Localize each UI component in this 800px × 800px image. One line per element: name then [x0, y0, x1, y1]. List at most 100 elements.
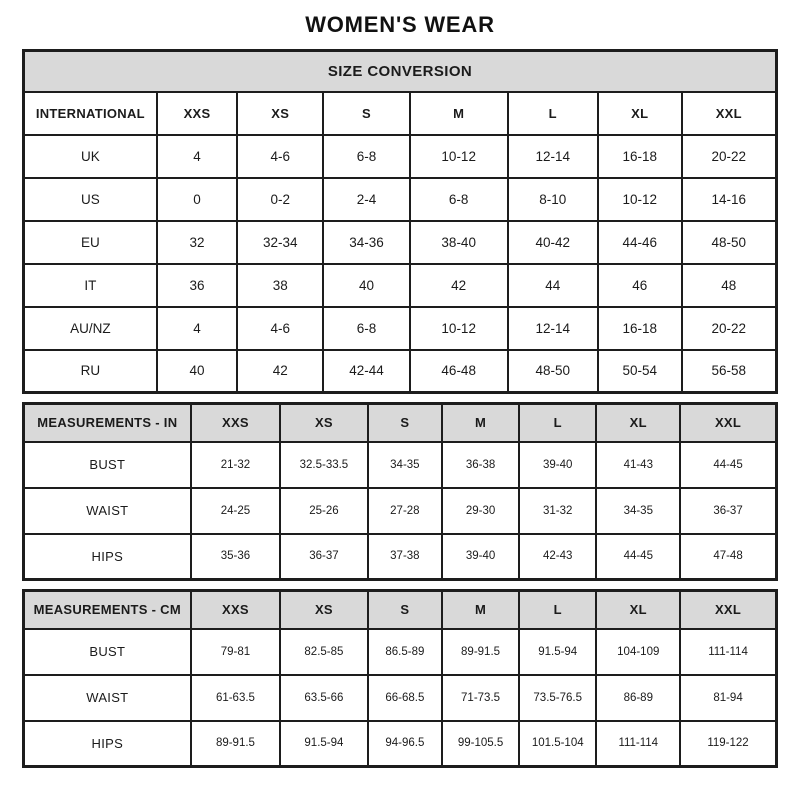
value-cell: 21-32 [189, 440, 282, 489]
table-row: EU 32 32-34 34-36 38-40 40-42 44-46 48-50 [22, 219, 778, 265]
measurements-cm-table: MEASUREMENTS - CM XXS XS S M L XL XXL BUST 79-81 8… [22, 589, 778, 768]
table-row: WAIST 24-25 25-26 27-28 29-30 31-32 34-35 36-37 [22, 486, 778, 535]
value-cell: 40 [322, 262, 411, 308]
size-conversion-title-row: SIZE CONVERSION [22, 49, 778, 93]
value-cell: 111-114 [679, 627, 778, 676]
row-label: WAIST [22, 486, 192, 535]
value-cell: 32.5-33.5 [279, 440, 369, 489]
column-header: INTERNATIONAL [22, 90, 158, 136]
value-cell: 61-63.5 [189, 673, 282, 722]
value-cell: 16-18 [596, 305, 683, 351]
value-cell: 41-43 [595, 440, 682, 489]
value-cell: 101.5-104 [517, 719, 598, 768]
value-cell: 89-91.5 [189, 719, 282, 768]
size-chart-page: WOMEN'S WEAR SIZE CONVERSION INTERNATIONA… [22, 12, 778, 768]
value-cell: 6-8 [322, 305, 411, 351]
row-label: RU [22, 348, 158, 394]
measurements-in-table: MEASUREMENTS - IN XXS XS S M L XL XXL BUST 21-32 3… [22, 402, 778, 581]
value-cell: 91.5-94 [279, 719, 369, 768]
value-cell: 38 [236, 262, 325, 308]
value-cell: 6-8 [322, 133, 411, 179]
value-cell: 63.5-66 [279, 673, 369, 722]
table-row: US 0 0-2 2-4 6-8 8-10 10-12 14-16 [22, 176, 778, 222]
value-cell: 40-42 [506, 219, 599, 265]
column-header: XS [279, 589, 369, 630]
value-cell: 73.5-76.5 [517, 673, 598, 722]
table-row: AU/NZ 4 4-6 6-8 10-12 12-14 16-18 20-22 [22, 305, 778, 351]
value-cell: 91.5-94 [517, 627, 598, 676]
column-header: XS [236, 90, 325, 136]
page-title: WOMEN'S WEAR [305, 12, 495, 37]
value-cell: 40 [155, 348, 239, 394]
column-header: XXL [680, 90, 778, 136]
column-header: XXS [189, 589, 282, 630]
value-cell: 32 [155, 219, 239, 265]
value-cell: 66-68.5 [366, 673, 444, 722]
value-cell: 39-40 [517, 440, 598, 489]
table-row: HIPS 35-36 36-37 37-38 39-40 42-43 44-45 47-48 [22, 532, 778, 581]
value-cell: 81-94 [679, 673, 778, 722]
column-header: S [322, 90, 411, 136]
value-cell: 27-28 [366, 486, 444, 535]
value-cell: 8-10 [506, 176, 599, 222]
value-cell: 29-30 [441, 486, 520, 535]
value-cell: 31-32 [517, 486, 598, 535]
value-cell: 37-38 [366, 532, 444, 581]
column-header: XS [279, 402, 369, 443]
value-cell: 36-37 [679, 486, 778, 535]
value-cell: 82.5-85 [279, 627, 369, 676]
value-cell: 10-12 [596, 176, 683, 222]
column-header: MEASUREMENTS - IN [22, 402, 192, 443]
value-cell: 32-34 [236, 219, 325, 265]
column-header: XXS [189, 402, 282, 443]
value-cell: 34-35 [595, 486, 682, 535]
table-row: RU 40 42 42-44 46-48 48-50 50-54 56-58 [22, 348, 778, 394]
value-cell: 44-45 [595, 532, 682, 581]
value-cell: 4 [155, 133, 239, 179]
row-label: HIPS [22, 719, 192, 768]
value-cell: 44 [506, 262, 599, 308]
value-cell: 119-122 [679, 719, 778, 768]
value-cell: 56-58 [680, 348, 778, 394]
column-header: M [408, 90, 509, 136]
value-cell: 46-48 [408, 348, 509, 394]
table-row: HIPS 89-91.5 91.5-94 94-96.5 99-105.5 101.5-1… [22, 719, 778, 768]
value-cell: 39-40 [441, 532, 520, 581]
value-cell: 86-89 [595, 673, 682, 722]
size-conversion-header-row: INTERNATIONAL XXS XS S M L XL XXL [22, 90, 778, 136]
value-cell: 71-73.5 [441, 673, 520, 722]
value-cell: 99-105.5 [441, 719, 520, 768]
table-row: UK 4 4-6 6-8 10-12 12-14 16-18 20-22 [22, 133, 778, 179]
column-header: M [441, 589, 520, 630]
row-label: WAIST [22, 673, 192, 722]
value-cell: 89-91.5 [441, 627, 520, 676]
value-cell: 104-109 [595, 627, 682, 676]
value-cell: 111-114 [595, 719, 682, 768]
column-header: XXS [155, 90, 239, 136]
column-header: M [441, 402, 520, 443]
row-label: AU/NZ [22, 305, 158, 351]
value-cell: 48-50 [680, 219, 778, 265]
value-cell: 47-48 [679, 532, 778, 581]
value-cell: 38-40 [408, 219, 509, 265]
value-cell: 24-25 [189, 486, 282, 535]
table-row: BUST 21-32 32.5-33.5 34-35 36-38 39-40 41-43 44… [22, 440, 778, 489]
column-header: L [517, 589, 598, 630]
value-cell: 48 [680, 262, 778, 308]
column-header: L [517, 402, 598, 443]
value-cell: 10-12 [408, 133, 509, 179]
value-cell: 36 [155, 262, 239, 308]
column-header: MEASUREMENTS - CM [22, 589, 192, 630]
row-label: BUST [22, 627, 192, 676]
column-header: XXL [679, 589, 778, 630]
value-cell: 50-54 [596, 348, 683, 394]
value-cell: 16-18 [596, 133, 683, 179]
value-cell: 36-38 [441, 440, 520, 489]
value-cell: 35-36 [189, 532, 282, 581]
value-cell: 14-16 [680, 176, 778, 222]
value-cell: 44-45 [679, 440, 778, 489]
value-cell: 20-22 [680, 305, 778, 351]
value-cell: 25-26 [279, 486, 369, 535]
value-cell: 34-35 [366, 440, 444, 489]
value-cell: 86.5-89 [366, 627, 444, 676]
